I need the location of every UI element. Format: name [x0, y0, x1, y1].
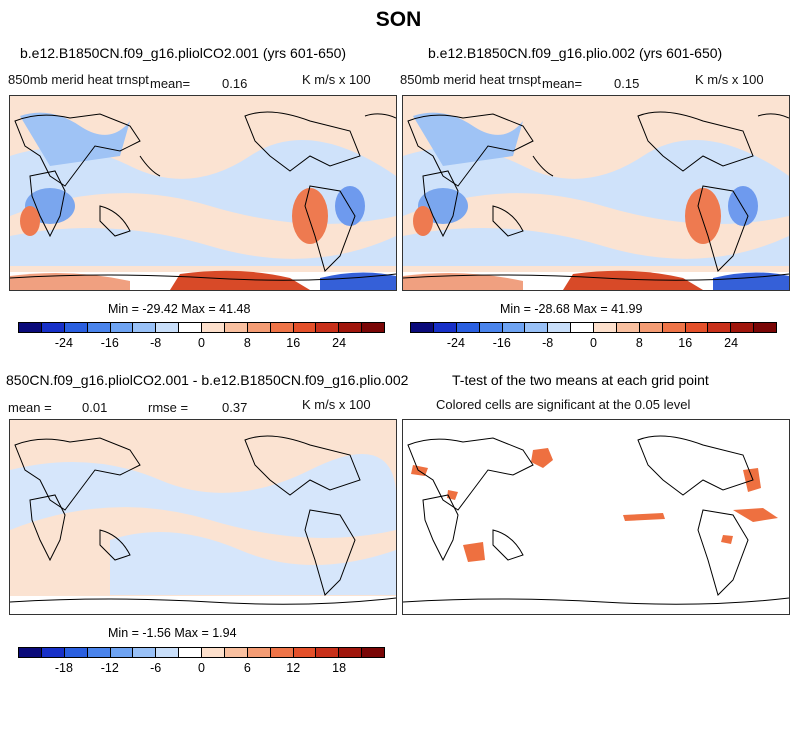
- panel1-minmax: Min = -29.42 Max = 41.48: [108, 302, 251, 316]
- colorbar-top-right-tick-label: 24: [724, 336, 739, 350]
- panel2-title: b.e12.B1850CN.f09_g16.plio.002 (yrs 601-…: [428, 45, 723, 61]
- colorbar-top-left-cell: [110, 323, 134, 332]
- colorbar-top-left-tick-label: 0: [198, 336, 205, 350]
- colorbar-top-left: -24 -16 -8 0 8 16 24: [18, 322, 385, 350]
- colorbar-top-left-tick-label: 16: [286, 336, 301, 350]
- panel3-title: 850CN.f09_g16.pliolCO2.001 - b.e12.B1850…: [6, 372, 409, 388]
- colorbar-top-right-cell: [502, 323, 526, 332]
- colorbar-bottom-cell: [316, 648, 340, 657]
- colorbar-top-left-cell: [247, 323, 271, 332]
- colorbar-top-right-cell: [594, 323, 617, 332]
- colorbar-bottom: -18 -12 -6 0 6 12 18: [18, 647, 385, 675]
- page-title: SON: [375, 8, 422, 31]
- panel1-variable: 850mb merid heat trnspt: [8, 72, 149, 87]
- colorbar-bottom-cell: [133, 648, 157, 657]
- colorbar-top-left-cell: [362, 323, 384, 332]
- colorbar-top-left-cell: [316, 323, 340, 332]
- colorbar-top-right-tick-label: 0: [590, 336, 597, 350]
- colorbar-top-left-cell: [19, 323, 42, 332]
- colorbar-top-right-tick-label: -8: [542, 336, 554, 350]
- colorbar-bottom-cell: [41, 648, 65, 657]
- panel3-rmse-label: rmse =: [148, 400, 189, 415]
- panel2-units: K m/s x 100: [695, 72, 764, 87]
- colorbar-top-left-cell: [41, 323, 65, 332]
- colorbar-top-right-cell: [639, 323, 663, 332]
- colorbar-bottom-tick-label: -18: [54, 661, 73, 675]
- colorbar-top-right-cell: [708, 323, 732, 332]
- colorbar-top-right-cell: [433, 323, 457, 332]
- colorbar-top-right-tick-label: -16: [492, 336, 511, 350]
- colorbar-top-left-cell: [202, 323, 225, 332]
- colorbar-bottom-cell: [87, 648, 111, 657]
- panel2-mean-value: 0.15: [614, 76, 640, 91]
- panel3-mean-label: mean =: [8, 400, 52, 415]
- colorbar-bottom-tick-label: 6: [243, 661, 251, 675]
- colorbar-top-right-tick-label: 16: [678, 336, 693, 350]
- colorbar-top-left-cell: [270, 323, 294, 332]
- panel3-minmax: Min = -1.56 Max = 1.94: [108, 626, 237, 640]
- colorbar-top-left-cell: [87, 323, 111, 332]
- panel4-note: Colored cells are significant at the 0.0…: [436, 397, 691, 412]
- colorbar-bottom-tick-label: -12: [100, 661, 119, 675]
- panel2-mean-label: mean=: [542, 76, 583, 91]
- colorbar-bottom-cell: [247, 648, 271, 657]
- colorbar-top-right: -24 -16 -8 0 8 16 24: [410, 322, 777, 350]
- panel3-map: [9, 419, 397, 615]
- panel3-units: K m/s x 100: [302, 397, 371, 412]
- colorbar-top-left-cell: [133, 323, 157, 332]
- colorbar-bottom-tick-label: -6: [150, 661, 162, 675]
- colorbar-top-left-tick-label: 8: [243, 336, 251, 350]
- colorbar-top-left-cell: [179, 323, 202, 332]
- panel1-map: [9, 95, 397, 291]
- panel2-variable: 850mb merid heat trnspt: [400, 72, 541, 87]
- colorbar-bottom-cell: [224, 648, 248, 657]
- colorbar-top-right-cell: [411, 323, 434, 332]
- colorbar-top-right-cell: [731, 323, 755, 332]
- panel4-map: [402, 419, 790, 615]
- panel4-title: T-test of the two means at each grid poi…: [452, 372, 709, 388]
- panel3-mean-value: 0.01: [82, 400, 108, 415]
- colorbar-bottom-cell: [19, 648, 42, 657]
- colorbar-top-left-tick-label: -8: [150, 336, 162, 350]
- colorbar-top-left-cell: [339, 323, 363, 332]
- panel1-units: K m/s x 100: [302, 72, 371, 87]
- panel1-mean-label: mean=: [150, 76, 191, 91]
- panel1-mean-value: 0.16: [222, 76, 248, 91]
- colorbar-top-right-tick-label: -24: [446, 336, 465, 350]
- colorbar-top-right-cell: [616, 323, 640, 332]
- colorbar-bottom-cell: [339, 648, 363, 657]
- panel2-map: [402, 95, 790, 291]
- colorbar-bottom-tick-label: 0: [198, 661, 205, 675]
- colorbar-top-right-cell: [754, 323, 776, 332]
- colorbar-top-left-tick-label: -16: [100, 336, 119, 350]
- colorbar-bottom-cell: [179, 648, 202, 657]
- colorbar-bottom-cell: [202, 648, 225, 657]
- colorbar-top-right-tick-label: 8: [635, 336, 643, 350]
- colorbar-top-left-tick-label: -24: [54, 336, 73, 350]
- colorbar-top-right-cell: [456, 323, 480, 332]
- colorbar-top-left-cell: [224, 323, 248, 332]
- colorbar-top-right-cell: [479, 323, 503, 332]
- colorbar-top-right-cell: [685, 323, 709, 332]
- colorbar-top-right-cell: [525, 323, 549, 332]
- colorbar-top-right-cell: [662, 323, 686, 332]
- colorbar-bottom-cell: [156, 648, 180, 657]
- colorbar-top-left-cell: [156, 323, 180, 332]
- colorbar-bottom-cell: [110, 648, 134, 657]
- colorbar-top-left-cell: [64, 323, 88, 332]
- colorbar-top-left-cell: [293, 323, 317, 332]
- colorbar-top-right-cell: [548, 323, 572, 332]
- panel3-rmse-value: 0.37: [222, 400, 248, 415]
- colorbar-top-right-cell: [571, 323, 594, 332]
- colorbar-bottom-cell: [362, 648, 384, 657]
- colorbar-bottom-cell: [293, 648, 317, 657]
- colorbar-bottom-cell: [270, 648, 294, 657]
- panel1-title: b.e12.B1850CN.f09_g16.pliolCO2.001 (yrs …: [20, 45, 347, 61]
- colorbar-bottom-cell: [64, 648, 88, 657]
- colorbar-bottom-tick-label: 18: [332, 661, 347, 675]
- colorbar-bottom-tick-label: 12: [286, 661, 301, 675]
- colorbar-top-left-tick-label: 24: [332, 336, 347, 350]
- panel2-minmax: Min = -28.68 Max = 41.99: [500, 302, 643, 316]
